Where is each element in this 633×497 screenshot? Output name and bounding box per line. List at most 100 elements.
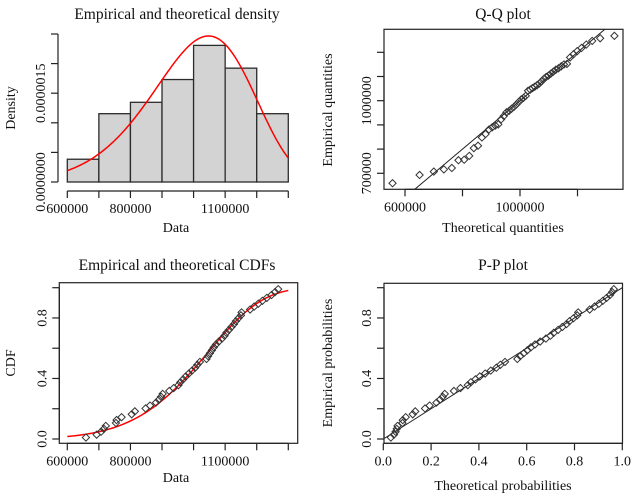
pp-point — [432, 398, 441, 407]
pp-point — [546, 331, 555, 341]
pp-point — [605, 290, 615, 300]
pp-point — [449, 386, 459, 396]
qq-point — [595, 33, 605, 43]
y-tick-label: 0.0000000 — [34, 152, 49, 212]
pp-point — [398, 415, 408, 425]
x-tick-label: 0.4 — [470, 454, 488, 469]
pp-points — [386, 284, 619, 442]
qq-point — [577, 43, 586, 53]
cdf-point — [202, 354, 211, 364]
qq-point — [487, 123, 497, 132]
qq-point — [490, 121, 500, 130]
cdf-point — [205, 348, 215, 358]
pp-point — [440, 389, 450, 399]
qq-point — [509, 102, 519, 112]
pp-point — [573, 308, 583, 317]
cdf-point — [214, 337, 224, 346]
cdf-point — [234, 313, 243, 323]
histogram-bars — [66, 44, 289, 183]
qq-point — [541, 72, 551, 82]
qq-point — [534, 79, 544, 88]
x-tick-label: 0.8 — [566, 454, 584, 469]
qq-point — [610, 31, 619, 41]
qq-point — [429, 167, 439, 176]
qq-point — [572, 46, 582, 56]
qq-point — [587, 36, 597, 46]
qq-point — [473, 141, 483, 151]
x-tick-label: 800000 — [109, 454, 151, 469]
y-tick-label: 0.8 — [35, 309, 50, 327]
x-tick-label: 0.2 — [422, 454, 440, 469]
density-axes: 600000 800000 1100000 0.0000000 0.0000015 — [34, 33, 289, 217]
qq-point — [504, 106, 514, 116]
pp-point — [530, 340, 540, 349]
qq-point — [581, 40, 591, 49]
qq-point — [447, 163, 457, 173]
cdf-point — [190, 363, 200, 373]
cdf-point — [209, 343, 219, 352]
plot-box — [383, 28, 624, 190]
cdf-point — [267, 290, 276, 300]
cdf-point — [178, 375, 188, 384]
cdf-point — [270, 287, 280, 297]
pp-point — [562, 319, 571, 329]
cdf-point — [273, 284, 283, 294]
density-ylabel: Density — [4, 86, 19, 130]
cdf-point — [184, 369, 194, 378]
cdf-point — [151, 398, 161, 407]
cdf-point — [174, 380, 183, 390]
pp-point — [410, 407, 420, 416]
cdf-point — [154, 395, 164, 405]
pp-point — [475, 372, 485, 381]
cdf-point — [145, 401, 155, 410]
pp-point — [463, 380, 473, 390]
x-tick-label: 600000 — [384, 200, 426, 215]
qq-point — [499, 111, 509, 121]
pp-point — [480, 369, 490, 378]
pp-point — [513, 354, 522, 364]
qq-point — [493, 120, 503, 129]
histogram-bar — [256, 113, 289, 183]
qq-point — [502, 108, 511, 117]
pp-point — [602, 293, 611, 303]
cdf-point — [117, 412, 126, 422]
qq-point — [514, 97, 524, 107]
x-tick-label: 1100000 — [201, 202, 249, 217]
cdf-point — [217, 334, 227, 343]
y-tick-label: 0.4 — [35, 370, 50, 388]
density-panel: Empirical and theoretical density Data D… — [4, 6, 289, 236]
y-tick-label: 0.0 — [35, 430, 50, 448]
x-tick-label: 1100000 — [201, 454, 249, 469]
pp-point — [519, 348, 529, 358]
y-tick-label: 0.4 — [360, 370, 375, 388]
y-tick-label: 0.0000015 — [34, 63, 49, 123]
qq-point — [546, 69, 556, 78]
qq-point — [556, 62, 566, 71]
qq-point — [481, 129, 490, 139]
pp-point — [456, 383, 465, 393]
histogram-bar — [224, 67, 258, 183]
cdf-point — [176, 377, 185, 387]
pp-point — [386, 433, 396, 442]
cdf-point — [211, 340, 221, 349]
qq-point — [544, 71, 553, 80]
density-title: Empirical and theoretical density — [74, 6, 280, 23]
pp-axes: 0.0 0.2 0.4 0.6 0.8 1.0 0.0 0.4 0.8 — [360, 282, 631, 469]
qq-xlabel: Theoretical quantities — [442, 221, 564, 236]
cdf-point — [193, 360, 202, 370]
qq-point — [415, 170, 424, 180]
pp-ylabel: Empirical probabilities — [321, 299, 336, 428]
qq-point — [484, 125, 494, 134]
cdf-point — [207, 345, 217, 355]
cdf-point — [229, 319, 239, 329]
cdf-point — [187, 366, 197, 375]
cdf-points — [81, 284, 283, 442]
qq-ylabel: Empirical quantities — [321, 53, 336, 166]
cdf-point — [99, 424, 109, 434]
cdf-axes: 600000 800000 1100000 0.0 0.4 0.8 — [35, 282, 299, 469]
pp-title: P-P plot — [478, 257, 529, 274]
cdf-point — [224, 325, 234, 335]
y-tick-label: 700000 — [360, 152, 375, 194]
pp-point — [515, 351, 525, 361]
